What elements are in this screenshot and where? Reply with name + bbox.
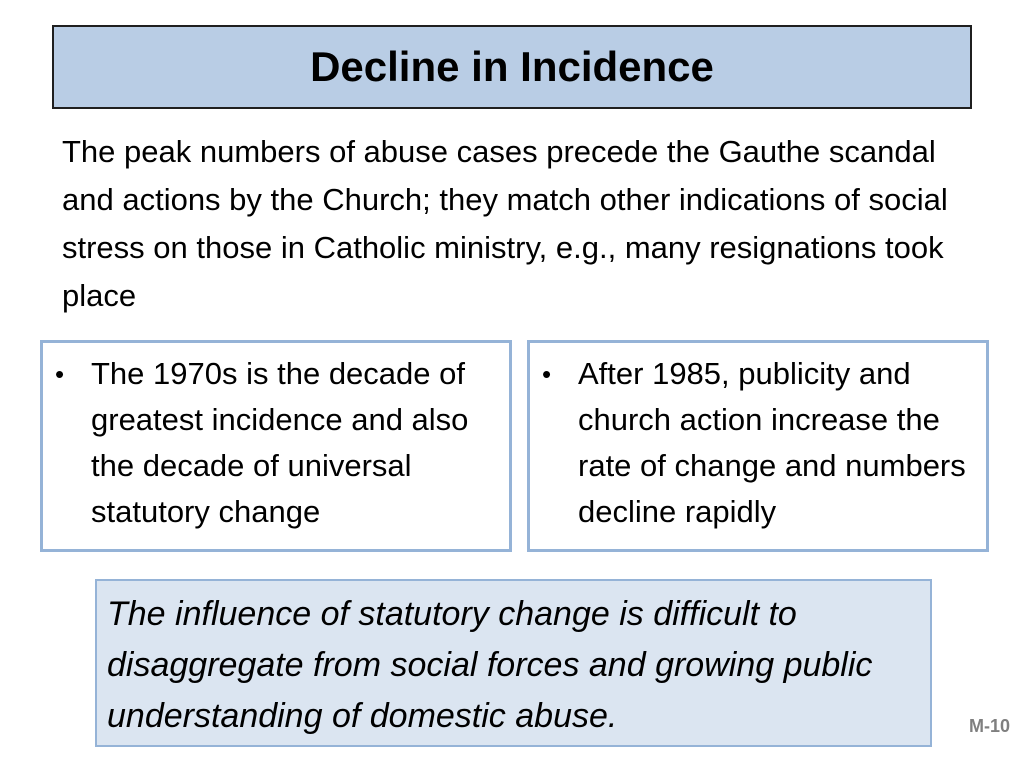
left-bullet-box: • The 1970s is the decade of greatest in… bbox=[40, 340, 512, 552]
slide-number: M-10 bbox=[968, 716, 1010, 736]
conclusion-note-box: The influence of statutory change is dif… bbox=[95, 579, 932, 747]
title-banner: Decline in Incidence bbox=[52, 25, 972, 109]
right-bullet-box: • After 1985, publicity and church actio… bbox=[527, 340, 989, 552]
slide-title: Decline in Incidence bbox=[310, 43, 714, 90]
right-bullet-text: After 1985, publicity and church action … bbox=[578, 356, 966, 529]
bullet-dot-icon: • bbox=[55, 359, 65, 389]
intro-paragraph: The peak numbers of abuse cases precede … bbox=[62, 134, 948, 313]
left-bullet-item: • The 1970s is the decade of greatest in… bbox=[55, 351, 505, 535]
right-bullet-item: • After 1985, publicity and church actio… bbox=[542, 351, 982, 535]
left-bullet-text: The 1970s is the decade of greatest inci… bbox=[91, 356, 469, 529]
conclusion-note-text: The influence of statutory change is dif… bbox=[107, 595, 873, 735]
bullet-dot-icon: • bbox=[542, 359, 552, 389]
